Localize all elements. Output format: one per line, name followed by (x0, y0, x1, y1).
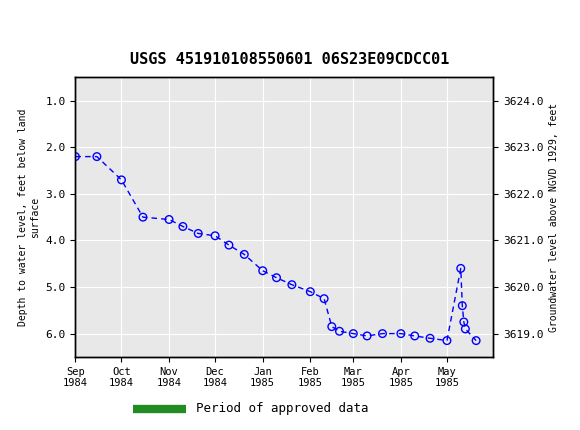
Text: ≡USGS: ≡USGS (6, 16, 64, 35)
Point (164, 216, 173, 223)
Point (320, 295, 329, 302)
Point (335, 328, 344, 335)
Point (224, 242, 234, 249)
Point (194, 230, 203, 237)
Point (349, 330, 358, 337)
Point (178, 223, 187, 230)
Point (117, 176, 126, 183)
Point (272, 274, 281, 281)
Point (396, 330, 405, 337)
Point (71, 153, 80, 160)
Point (138, 214, 147, 221)
Point (410, 332, 419, 339)
Point (459, 319, 469, 326)
Text: Period of approved data: Period of approved data (196, 402, 368, 415)
Point (287, 281, 296, 288)
Point (258, 267, 267, 274)
Point (425, 335, 434, 342)
Point (306, 288, 315, 295)
Point (378, 330, 387, 337)
Point (458, 302, 467, 309)
Point (362, 332, 372, 339)
Point (240, 251, 249, 258)
Y-axis label: Depth to water level, feet below land
surface: Depth to water level, feet below land su… (19, 108, 40, 326)
Point (211, 232, 220, 239)
Point (443, 337, 452, 344)
Text: USGS 451910108550601 06S23E09CDCC01: USGS 451910108550601 06S23E09CDCC01 (130, 52, 450, 67)
Point (92, 153, 101, 160)
Point (472, 337, 481, 344)
Y-axis label: Groundwater level above NGVD 1929, feet: Groundwater level above NGVD 1929, feet (549, 103, 559, 332)
Point (327, 323, 336, 330)
Point (456, 265, 465, 272)
Point (461, 326, 470, 332)
